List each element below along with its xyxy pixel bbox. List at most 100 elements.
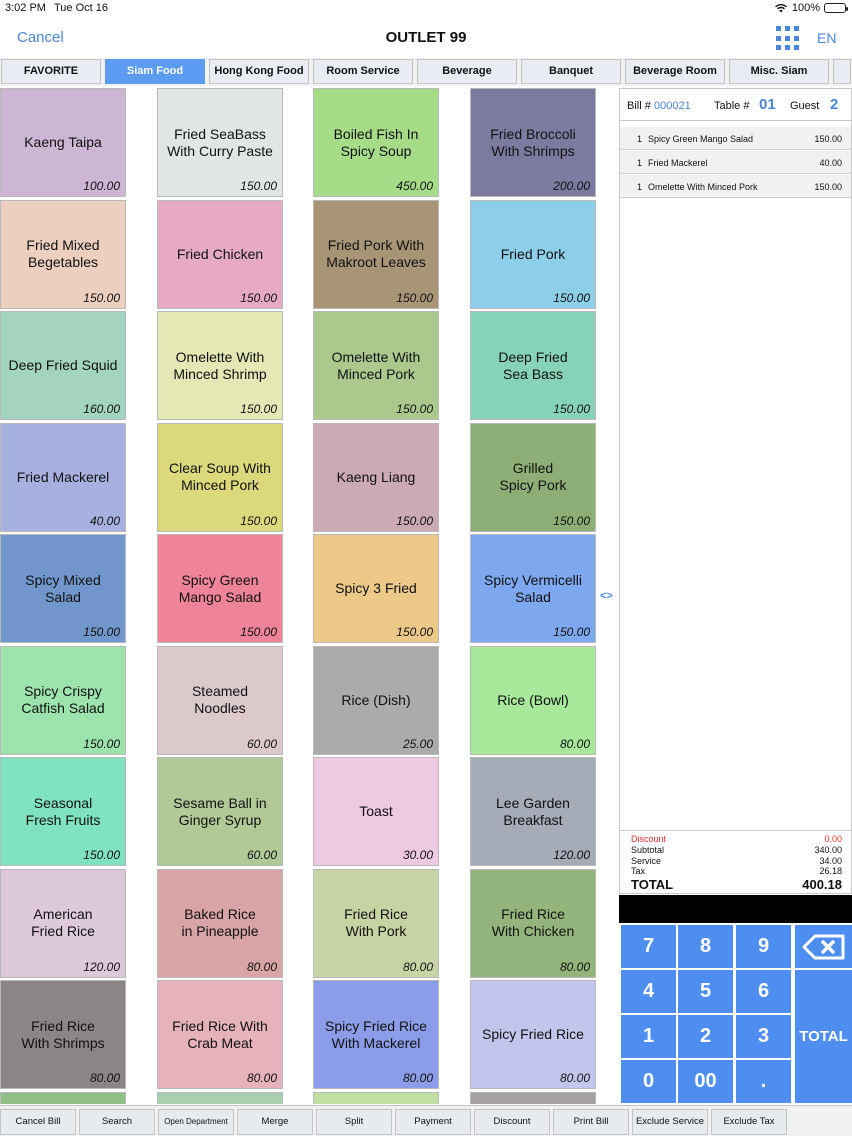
toggle-panel-button[interactable]: <> [600,590,613,602]
menu-item-american-fried-rice[interactable]: American Fried Rice 120.00 [0,868,126,978]
discount-value: 0.00 [824,834,842,844]
menu-item-seasonal-fresh-fruits[interactable]: Seasonal Fresh Fruits 150.00 [0,757,126,866]
key-decimal[interactable]: . [736,1060,791,1103]
menu-item-price: 200.00 [553,179,590,193]
menu-item-fried-rice-with-shrimps[interactable]: Fried Rice With Shrimps 80.00 [0,980,126,1089]
menu-item-spicy-fried-rice-with-mackerel[interactable]: Spicy Fried Rice With Mackerel 80.00 [313,980,439,1089]
tab-favorite[interactable]: FAVORITE [1,59,101,84]
menu-item-fried-mixed-begetables[interactable]: Fried Mixed Begetables 150.00 [0,199,126,309]
grid-menu-icon[interactable] [776,26,801,51]
menu-item-price: 150.00 [553,402,590,416]
bill-panel: Bill # 000021 Table # 01 Guest 2 1 Spicy … [619,88,852,894]
key-9[interactable]: 9 [736,925,791,968]
menu-item-partial[interactable] [313,1091,439,1104]
tab-room-service[interactable]: Room Service [313,59,413,84]
menu-item-kaeng-liang[interactable]: Kaeng Liang 150.00 [313,422,439,532]
menu-item-spicy-3-fried[interactable]: Spicy 3 Fried 150.00 [313,534,439,643]
menu-item-sesame-ball-in-ginger-syrup[interactable]: Sesame Ball in Ginger Syrup 60.00 [157,757,283,866]
bill-line-desc: Spicy Green Mango Salad [648,134,754,144]
key-3[interactable]: 3 [736,1015,791,1058]
cancel-button[interactable]: Cancel [17,29,64,46]
tab-misc-siam[interactable]: Misc. Siam [729,59,829,84]
subtotal-label: Subtotal [631,845,665,855]
menu-item-clear-soup-with-minced-pork[interactable]: Clear Soup With Minced Pork 150.00 [157,422,283,532]
bill-line[interactable]: 1 Omelette With Minced Pork 150.00 [620,175,851,198]
tab-more[interactable] [833,59,851,84]
menu-item-fried-chicken[interactable]: Fried Chicken 150.00 [157,199,283,309]
menu-item-spicy-green-mango-salad[interactable]: Spicy Green Mango Salad 150.00 [157,534,283,643]
tab-siam-food[interactable]: Siam Food [105,59,205,84]
page-title: OUTLET 99 [385,29,467,46]
key-1[interactable]: 1 [621,1015,676,1058]
menu-item-baked-rice-in-pineapple[interactable]: Baked Rice in Pineapple 80.00 [157,868,283,978]
menu-item-spicy-vermicelli-salad[interactable]: Spicy Vermicelli Salad 150.00 [470,534,596,643]
menu-item-fried-rice-with-chicken[interactable]: Fried Rice With Chicken 80.00 [470,868,596,978]
menu-item-lee-garden-breakfast[interactable]: Lee Garden Breakfast 120.00 [470,757,596,866]
total-value: 400.18 [802,877,842,892]
cancel-bill-button[interactable]: Cancel Bill [0,1109,76,1135]
backspace-button[interactable] [795,925,852,968]
exclude-tax-button[interactable]: Exclude Tax [711,1109,787,1135]
menu-item-grilled-spicy-pork[interactable]: Grilled Spicy Pork 150.00 [470,422,596,532]
menu-item-partial[interactable] [0,1091,126,1104]
guest-count[interactable]: 2 [830,96,839,113]
menu-item-deep-fried-squid[interactable]: Deep Fried Squid 160.00 [0,311,126,420]
key-0[interactable]: 0 [621,1060,676,1103]
key-8[interactable]: 8 [678,925,733,968]
bill-line[interactable]: 1 Spicy Green Mango Salad 150.00 [620,127,851,150]
tab-banquet[interactable]: Banquet [521,59,621,84]
open-department-button[interactable]: Open Department [158,1109,234,1135]
menu-item-steamed-noodles[interactable]: Steamed Noodles 60.00 [157,645,283,755]
key-2[interactable]: 2 [678,1015,733,1058]
menu-item-spicy-fried-rice[interactable]: Spicy Fried Rice 80.00 [470,980,596,1089]
menu-item-price: 150.00 [240,625,277,639]
key-7[interactable]: 7 [621,925,676,968]
menu-item-rice-dish[interactable]: Rice (Dish) 25.00 [313,645,439,755]
bill-number: 000021 [654,100,691,112]
menu-item-price: 60.00 [246,736,277,751]
key-6[interactable]: 6 [736,970,791,1013]
key-4[interactable]: 4 [621,970,676,1013]
menu-item-fried-rice-with-crab-meat[interactable]: Fried Rice With Crab Meat 80.00 [157,980,283,1089]
menu-item-spicy-crispy-catfish-salad[interactable]: Spicy Crispy Catfish Salad 150.00 [0,645,126,755]
key-5[interactable]: 5 [678,970,733,1013]
bill-line[interactable]: 1 Fried Mackerel 40.00 [620,151,851,174]
search-button[interactable]: Search [79,1109,155,1135]
payment-button[interactable]: Payment [395,1109,471,1135]
tab-hong-kong-food[interactable]: Hong Kong Food [209,59,309,84]
menu-item-price: 150.00 [553,513,590,528]
menu-item-fried-broccoli-with-shrimps[interactable]: Fried Broccoli With Shrimps 200.00 [470,88,596,197]
status-bar: 3:02 PM Tue Oct 16 100% [0,0,852,18]
menu-item-price: 160.00 [83,402,120,416]
menu-item-fried-pork[interactable]: Fried Pork 150.00 [470,199,596,309]
split-button[interactable]: Split [316,1109,392,1135]
bill-line-qty: 1 [637,158,643,168]
menu-item-kaeng-taipa[interactable]: Kaeng Taipa 100.00 [0,88,126,197]
menu-item-fried-pork-with-makroot-leaves[interactable]: Fried Pork With Makroot Leaves 150.00 [313,199,439,309]
menu-item-boiled-fish-in-spicy-soup[interactable]: Boiled Fish In Spicy Soup 450.00 [313,88,439,197]
exclude-service-button[interactable]: Exclude Service [632,1109,708,1135]
battery-icon [824,3,848,13]
menu-item-toast[interactable]: Toast 30.00 [313,757,439,866]
menu-item-fried-seabass-with-curry-paste[interactable]: Fried SeaBass With Curry Paste 150.00 [157,88,283,197]
tab-beverage-room[interactable]: Beverage Room [625,59,725,84]
menu-item-rice-bowl[interactable]: Rice (Bowl) 80.00 [470,645,596,755]
menu-item-partial[interactable] [470,1091,596,1104]
menu-item-name: Fried Broccoli With Shrimps [490,125,576,159]
tab-beverage[interactable]: Beverage [417,59,517,84]
language-button[interactable]: EN [817,30,837,46]
menu-item-fried-rice-with-pork[interactable]: Fried Rice With Pork 80.00 [313,868,439,978]
merge-button[interactable]: Merge [237,1109,313,1135]
menu-item-omelette-with-minced-pork[interactable]: Omelette With Minced Pork 150.00 [313,311,439,420]
menu-item-spicy-mixed-salad[interactable]: Spicy Mixed Salad 150.00 [0,534,126,643]
total-button[interactable]: TOTAL [795,970,852,1103]
menu-item-deep-fried-sea-bass[interactable]: Deep Fried Sea Bass 150.00 [470,311,596,420]
key-00[interactable]: 00 [678,1060,733,1103]
menu-item-name: Clear Soup With Minced Pork [169,460,271,493]
discount-button[interactable]: Discount [474,1109,550,1135]
menu-item-fried-mackerel[interactable]: Fried Mackerel 40.00 [0,422,126,532]
print-bill-button[interactable]: Print Bill [553,1109,629,1135]
table-number[interactable]: 01 [759,96,776,113]
menu-item-omelette-with-minced-shrimp[interactable]: Omelette With Minced Shrimp 150.00 [157,311,283,420]
menu-item-partial[interactable] [157,1091,283,1104]
